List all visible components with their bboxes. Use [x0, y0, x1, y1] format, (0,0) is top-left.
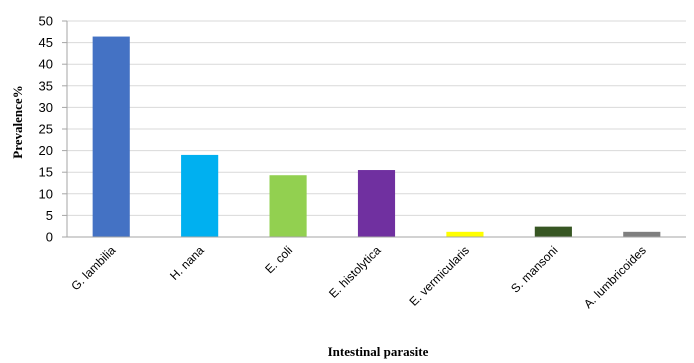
y-tick-label: 30 — [39, 100, 53, 115]
x-tick-label: E. vermicularis — [407, 243, 473, 309]
bar-3 — [269, 175, 307, 237]
gridlines — [67, 20, 686, 216]
y-tick-label: 20 — [39, 143, 53, 158]
x-tick-labels: G. lambilia H. nana E. coli E. histolytica E… — [68, 243, 649, 311]
x-tick-label: E. coli — [262, 243, 295, 276]
y-tick-label: 35 — [39, 78, 53, 93]
x-tick-label: E. histolytica — [326, 243, 384, 301]
bar-2 — [181, 154, 219, 237]
y-tick-label: 45 — [39, 35, 53, 50]
y-tick-label: 50 — [39, 14, 53, 29]
y-tick-label: 5 — [46, 208, 53, 223]
x-axis-title: Intestinal parasite — [328, 344, 429, 359]
x-tick-label: H. nana — [167, 243, 207, 283]
y-tick-label: 15 — [39, 165, 53, 180]
bar-6 — [534, 226, 572, 237]
x-tick-label: G. lambilia — [68, 243, 118, 293]
x-tick-label: S. mansoni — [508, 243, 560, 295]
y-tick-label: 10 — [39, 186, 53, 201]
bar-1 — [92, 36, 130, 237]
y-tick-label: 0 — [46, 230, 53, 245]
axes — [62, 20, 686, 238]
y-axis-title: Prevalence% — [10, 85, 25, 158]
y-tick-label: 25 — [39, 122, 53, 137]
x-tick-label: A. lumbricoides — [581, 243, 649, 311]
y-tick-label: 40 — [39, 57, 53, 72]
bars — [92, 36, 661, 237]
bar-4 — [357, 170, 396, 237]
bar-5 — [446, 231, 484, 237]
y-tick-labels: 0 5 10 15 20 25 30 35 40 45 50 — [39, 14, 53, 245]
bar-7 — [623, 231, 661, 237]
